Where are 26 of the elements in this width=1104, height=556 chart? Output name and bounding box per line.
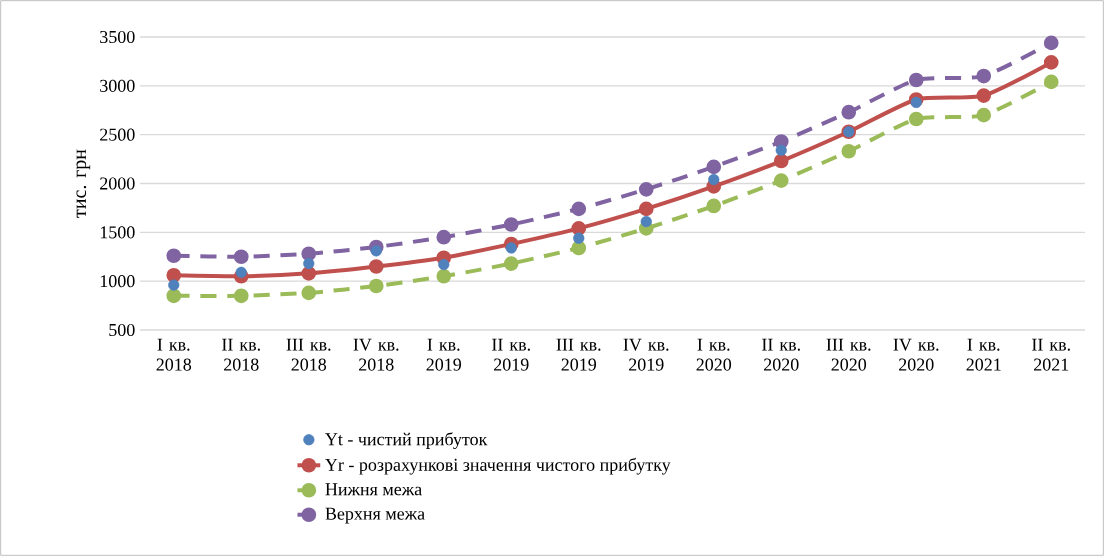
y-tick-label: 1000 (100, 275, 135, 288)
x-tick-label: II кв. 2021 (1032, 338, 1070, 371)
y-tick-label: 1500 (100, 226, 135, 239)
x-tick-label: II кв. 2019 (492, 338, 530, 371)
x-tick-label: I кв. 2021 (966, 338, 1001, 371)
y-tick-label: 2500 (100, 128, 135, 141)
x-tick-label: I кв. 2020 (696, 338, 732, 371)
x-tick-label: I кв. 2019 (426, 338, 462, 371)
x-tick-label: II кв. 2020 (762, 338, 800, 371)
x-tick-label: III кв. 2020 (826, 338, 871, 371)
y-axis-title: тис. грн (76, 149, 91, 218)
legend-label: Нижня межа (325, 483, 422, 496)
legend-label: Yr - розрахункові значення чистого прибутку (325, 457, 671, 475)
y-tick-label: 500 (109, 323, 135, 337)
x-tick-label: IV кв. 2019 (623, 338, 669, 371)
y-tick-label: 3500 (100, 30, 135, 44)
legend-label: Yt - чистий прибуток (325, 432, 488, 450)
x-tick-label: III кв. 2018 (286, 338, 331, 371)
x-tick-label: I кв. 2018 (156, 338, 192, 371)
y-tick-label: 2000 (100, 177, 135, 190)
y-tick-label: 3000 (100, 79, 135, 92)
legend-label: Верхня межа (325, 507, 425, 524)
x-tick-label: IV кв. 2018 (353, 338, 399, 371)
x-tick-label: III кв. 2019 (556, 338, 601, 371)
x-tick-label: II кв. 2018 (222, 338, 260, 371)
x-tick-label: IV кв. 2020 (893, 338, 939, 371)
